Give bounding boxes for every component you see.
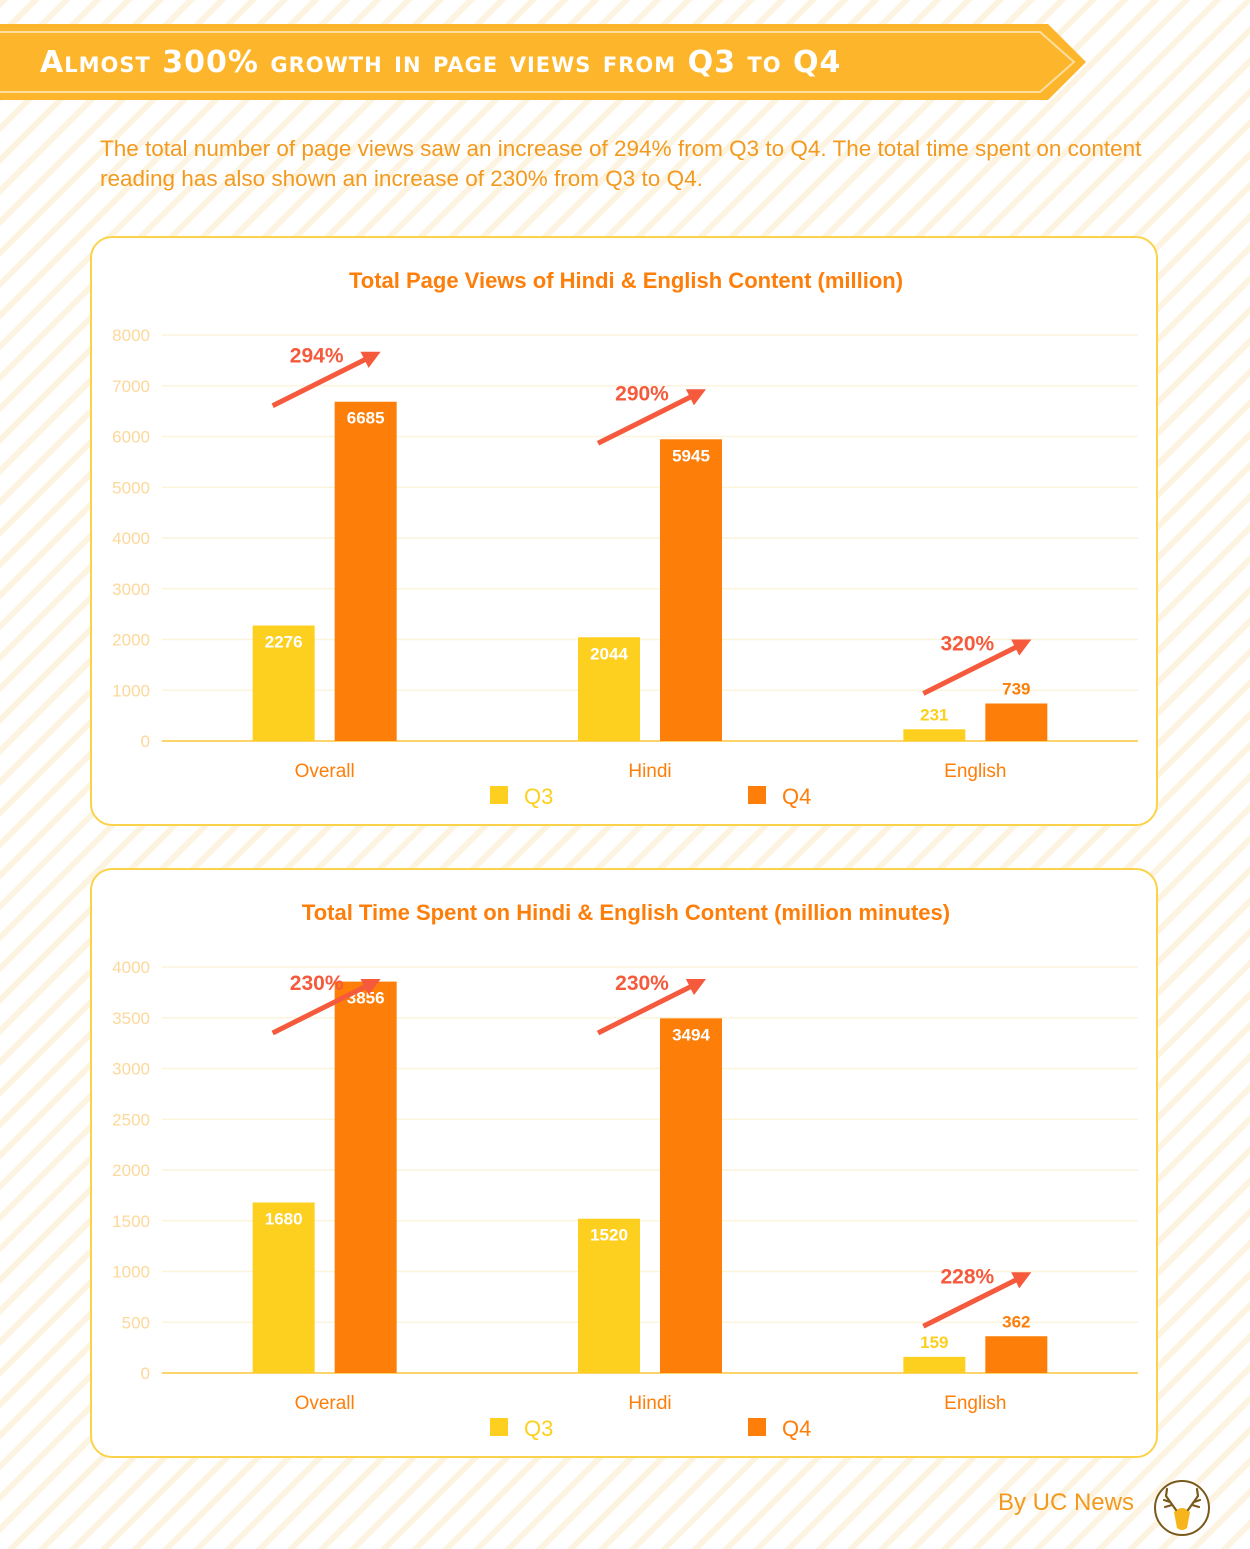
legend-label-q3: Q3 bbox=[524, 1416, 553, 1441]
x-tick-label: Hindi bbox=[628, 761, 671, 782]
growth-label: 320% bbox=[940, 632, 994, 655]
y-tick-label: 7000 bbox=[112, 377, 150, 396]
y-tick-label: 1500 bbox=[112, 1212, 150, 1231]
chart-title: Total Time Spent on Hindi & English Cont… bbox=[302, 900, 950, 925]
growth-arrowhead bbox=[685, 389, 706, 406]
bar-q4-hindi bbox=[660, 439, 722, 741]
y-tick-label: 2000 bbox=[112, 631, 150, 650]
growth-arrowhead bbox=[1011, 1272, 1032, 1289]
x-tick-label: English bbox=[944, 1393, 1006, 1414]
page-title: Almost 300% growth in page views from Q3… bbox=[40, 45, 842, 80]
title-banner: Almost 300% growth in page views from Q3… bbox=[0, 18, 1090, 106]
growth-arrow bbox=[596, 982, 697, 1036]
bar-q4-hindi bbox=[660, 1018, 722, 1373]
time-spent-chart-card: Total Time Spent on Hindi & English Cont… bbox=[90, 868, 1158, 1458]
bar-q4-overall bbox=[334, 401, 397, 741]
growth-label: 230% bbox=[290, 972, 344, 995]
growth-arrowhead bbox=[685, 979, 706, 996]
page-views-chart-card: Total Page Views of Hindi & English Cont… bbox=[90, 236, 1158, 826]
bar-q4-english bbox=[985, 1336, 1048, 1373]
growth-arrowhead bbox=[1011, 639, 1032, 656]
data-label: 6685 bbox=[347, 409, 385, 428]
y-tick-label: 5000 bbox=[112, 478, 150, 497]
data-label: 1680 bbox=[265, 1209, 303, 1228]
legend-label-q3: Q3 bbox=[524, 784, 553, 809]
growth-arrowhead bbox=[360, 351, 381, 368]
data-label: 2044 bbox=[590, 644, 628, 663]
y-tick-label: 0 bbox=[141, 1364, 150, 1383]
data-label: 3494 bbox=[672, 1025, 710, 1044]
data-label: 1520 bbox=[590, 1226, 628, 1245]
bar-q3-english bbox=[903, 1356, 966, 1373]
y-tick-label: 4000 bbox=[112, 529, 150, 548]
chart-title: Total Page Views of Hindi & English Cont… bbox=[349, 268, 903, 293]
x-tick-label: Hindi bbox=[628, 1393, 671, 1414]
y-tick-label: 1000 bbox=[112, 681, 150, 700]
growth-label: 228% bbox=[940, 1265, 994, 1288]
x-tick-label: English bbox=[944, 761, 1006, 782]
legend-label-q4: Q4 bbox=[782, 784, 811, 809]
y-tick-label: 3000 bbox=[112, 1060, 150, 1079]
y-tick-label: 0 bbox=[141, 732, 150, 751]
y-tick-label: 6000 bbox=[112, 428, 150, 447]
legend-swatch-q3 bbox=[490, 1418, 508, 1436]
y-tick-label: 500 bbox=[122, 1313, 150, 1332]
bar-q3-hindi bbox=[578, 637, 640, 741]
growth-arrowhead bbox=[360, 979, 381, 996]
footer-credit: By UC News bbox=[997, 1489, 1134, 1516]
bar-q3-hindi bbox=[578, 1218, 640, 1373]
data-label: 2276 bbox=[265, 632, 303, 651]
legend-swatch-q4 bbox=[748, 786, 766, 804]
growth-label: 290% bbox=[615, 382, 669, 405]
y-tick-label: 4000 bbox=[112, 958, 150, 977]
data-label: 231 bbox=[920, 705, 948, 724]
page-views-chart: Total Page Views of Hindi & English Cont… bbox=[112, 268, 1138, 809]
x-tick-label: Overall bbox=[295, 1393, 355, 1414]
uc-news-deer-logo bbox=[1154, 1480, 1210, 1536]
bar-q3-overall bbox=[252, 625, 315, 741]
growth-label: 230% bbox=[615, 972, 669, 995]
legend-label-q4: Q4 bbox=[782, 1416, 811, 1441]
y-tick-label: 3500 bbox=[112, 1009, 150, 1028]
data-label: 159 bbox=[920, 1333, 948, 1352]
growth-label: 294% bbox=[290, 345, 344, 368]
y-tick-label: 1000 bbox=[112, 1263, 150, 1282]
bar-q4-overall bbox=[334, 981, 397, 1373]
data-label: 739 bbox=[1002, 679, 1030, 698]
growth-arrow bbox=[922, 1275, 1022, 1329]
time-spent-chart: Total Time Spent on Hindi & English Cont… bbox=[112, 900, 1138, 1441]
growth-arrow bbox=[596, 392, 697, 446]
x-tick-label: Overall bbox=[295, 761, 355, 782]
growth-arrow bbox=[271, 354, 372, 408]
banner-shape bbox=[0, 24, 1086, 100]
growth-arrow bbox=[922, 642, 1022, 696]
bar-q3-overall bbox=[252, 1202, 315, 1373]
y-tick-label: 2000 bbox=[112, 1161, 150, 1180]
y-tick-label: 8000 bbox=[112, 326, 150, 345]
y-tick-label: 3000 bbox=[112, 580, 150, 599]
y-tick-label: 2500 bbox=[112, 1110, 150, 1129]
bar-q3-english bbox=[903, 729, 966, 741]
legend-swatch-q3 bbox=[490, 786, 508, 804]
data-label: 5945 bbox=[672, 446, 710, 465]
growth-arrow bbox=[271, 982, 372, 1036]
intro-text: The total number of page views saw an in… bbox=[100, 136, 1142, 191]
bar-q4-english bbox=[985, 703, 1048, 741]
legend-swatch-q4 bbox=[748, 1418, 766, 1436]
data-label: 362 bbox=[1002, 1312, 1030, 1331]
